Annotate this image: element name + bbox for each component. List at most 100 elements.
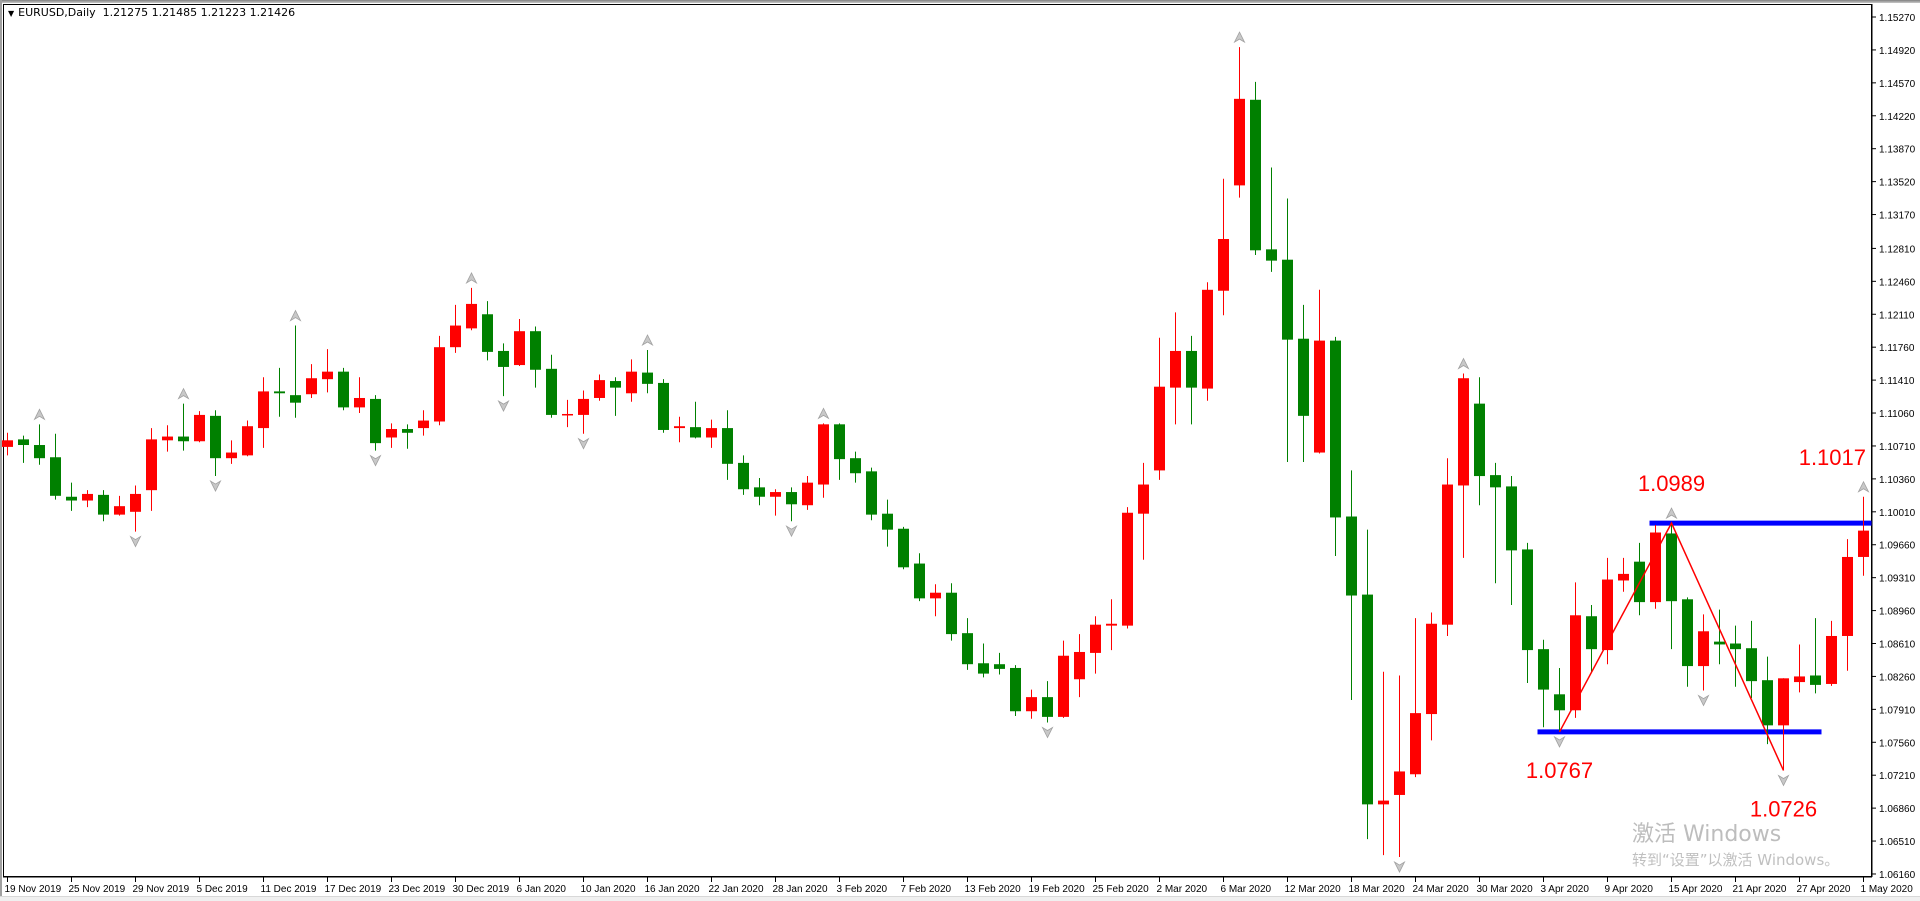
time-tick-label: 28 Jan 2020 xyxy=(773,884,828,895)
candle xyxy=(1410,618,1421,778)
candle-body-bull xyxy=(114,506,125,515)
candle-body-bull xyxy=(418,420,429,429)
fractal-up-arrow-icon xyxy=(1857,480,1870,493)
candle xyxy=(50,433,61,500)
candle xyxy=(242,420,253,457)
candle xyxy=(258,377,269,448)
price-tick-label: 1.06860 xyxy=(1879,804,1916,815)
candle-body-bear xyxy=(482,314,493,352)
fractal-down-arrow-icon xyxy=(1041,726,1054,739)
candle-body-bear xyxy=(642,372,653,384)
candle-body-bear xyxy=(18,439,29,446)
price-annotation: 1.0989 xyxy=(1638,471,1705,496)
candle xyxy=(402,424,413,449)
candle-body-bull xyxy=(1826,635,1837,684)
candle-body-bear xyxy=(50,457,61,496)
time-tick-label: 7 Feb 2020 xyxy=(901,884,952,895)
candle xyxy=(946,583,957,641)
candle xyxy=(34,424,45,465)
candle xyxy=(674,416,685,443)
candle-body-bear xyxy=(338,371,349,408)
candle xyxy=(1170,312,1181,425)
candle xyxy=(994,652,1005,675)
fractal-up-arrow-icon xyxy=(465,272,478,284)
time-tick-label: 24 Mar 2020 xyxy=(1413,884,1470,895)
time-tick-label: 11 Dec 2019 xyxy=(261,884,317,895)
price-tick-label: 1.08260 xyxy=(1879,672,1916,683)
time-tick-label: 15 Apr 2020 xyxy=(1669,884,1723,895)
window-top-bar xyxy=(0,0,1920,3)
candle xyxy=(1746,620,1757,699)
candle xyxy=(354,377,365,414)
candle xyxy=(98,490,109,522)
time-tick-label: 19 Nov 2019 xyxy=(5,884,62,895)
candle xyxy=(578,390,589,434)
candle-body-bear xyxy=(1330,340,1341,518)
fractal-down-arrow-icon xyxy=(369,454,382,467)
candle xyxy=(1218,178,1229,316)
candle-body-bear xyxy=(546,368,557,415)
price-tick-label: 1.12110 xyxy=(1879,310,1915,321)
price-tick-label: 1.06160 xyxy=(1879,870,1916,881)
fractal-up-arrow-icon xyxy=(641,334,654,347)
window-bottom-bar xyxy=(0,896,1920,901)
candle-body-bear xyxy=(1362,594,1373,805)
price-tick-label: 1.09310 xyxy=(1879,574,1916,585)
candle xyxy=(1794,644,1805,693)
price-tick-label: 1.12460 xyxy=(1879,277,1916,288)
price-tick-label: 1.13870 xyxy=(1879,145,1916,156)
candle-body-bear xyxy=(1042,697,1053,717)
candle-body-bull xyxy=(1090,624,1101,653)
candle xyxy=(1090,616,1101,674)
price-tick-label: 1.07560 xyxy=(1879,738,1916,749)
candle xyxy=(418,410,429,436)
candle-body-bear xyxy=(1746,648,1757,682)
ohlc-readout: 1.21275 1.21485 1.21223 1.21426 xyxy=(102,6,296,19)
chart-header: ▼ EURUSD,Daily 1.21275 1.21485 1.21223 1.… xyxy=(8,6,295,19)
candle-body-bull xyxy=(1106,623,1117,626)
candle-body-bear xyxy=(786,492,797,505)
candle-body-bull xyxy=(1698,631,1709,667)
candle xyxy=(1394,675,1405,858)
price-tick-label: 1.11410 xyxy=(1879,376,1915,387)
candle xyxy=(978,643,989,678)
candle-body-bear xyxy=(1490,475,1501,488)
fractal-down-arrow-icon xyxy=(209,480,222,492)
candle xyxy=(1266,167,1277,272)
candle xyxy=(770,489,781,516)
candle xyxy=(1490,462,1501,584)
candle xyxy=(66,482,77,511)
time-tick-label: 12 Mar 2020 xyxy=(1285,884,1342,895)
candle-body-bear xyxy=(898,528,909,568)
candle-body-bull xyxy=(1426,623,1437,715)
candle-body-bear xyxy=(1282,259,1293,340)
candle-body-bear xyxy=(914,563,925,599)
candle xyxy=(546,354,557,418)
candle xyxy=(1762,656,1773,745)
price-tick-label: 1.14220 xyxy=(1879,112,1916,123)
time-tick-label: 16 Jan 2020 xyxy=(645,884,700,895)
candle-body-bull xyxy=(1858,530,1869,557)
candle-body-bull xyxy=(386,429,397,438)
candle xyxy=(482,301,493,361)
candle-body-bull xyxy=(562,413,573,416)
time-tick-label: 18 Mar 2020 xyxy=(1349,884,1406,895)
candle xyxy=(130,485,141,532)
candle-body-bull xyxy=(306,378,317,395)
candle xyxy=(1058,640,1069,718)
candle xyxy=(1506,476,1517,605)
candle-body-bear xyxy=(1810,675,1821,685)
candle-body-bear xyxy=(1538,649,1549,690)
candle xyxy=(722,410,733,480)
candle xyxy=(1026,689,1037,719)
candle-body-bull xyxy=(226,452,237,459)
candle-body-bear xyxy=(1506,486,1517,551)
candle-body-bear xyxy=(498,350,509,367)
candle-body-bull xyxy=(1154,386,1165,471)
time-tick-label: 5 Dec 2019 xyxy=(197,884,249,895)
dropdown-triangle-icon[interactable]: ▼ xyxy=(8,9,15,18)
price-tick-label: 1.10710 xyxy=(1879,442,1916,453)
candle xyxy=(194,411,205,443)
candle xyxy=(1314,289,1325,454)
